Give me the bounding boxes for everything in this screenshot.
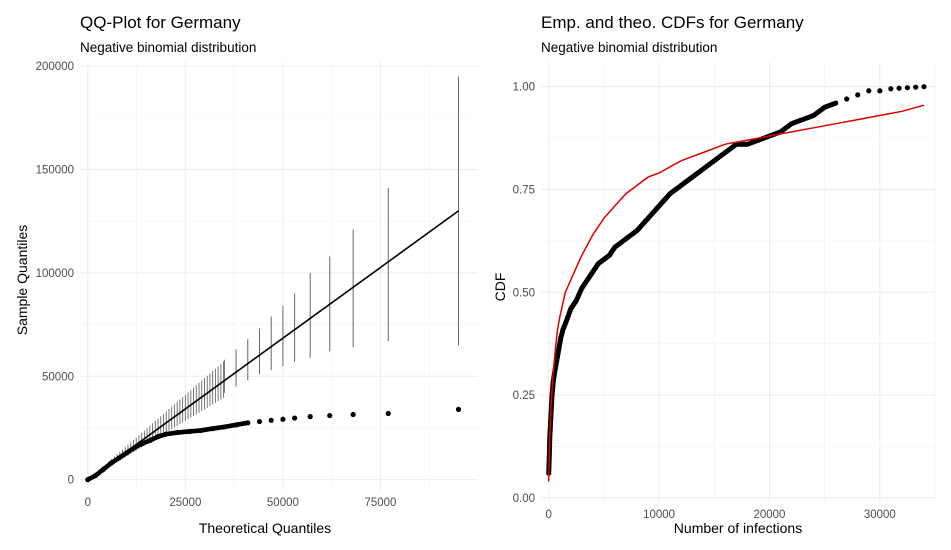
qq-plot-marks bbox=[85, 76, 462, 483]
qq-point bbox=[327, 412, 333, 419]
empirical-cdf-point bbox=[866, 88, 872, 94]
qq-point bbox=[307, 413, 313, 420]
qq-point bbox=[292, 415, 298, 421]
qq-point bbox=[268, 417, 274, 423]
qq-point bbox=[153, 435, 159, 440]
empirical-cdf-point bbox=[888, 86, 894, 92]
cdf-plot-title: Emp. and theo. CDFs for Germany bbox=[541, 13, 804, 32]
qq-point bbox=[231, 422, 237, 428]
y-tick-label: 0 bbox=[68, 475, 74, 487]
qq-point bbox=[130, 446, 136, 452]
qq-point bbox=[385, 410, 391, 417]
qq-plot-gridlines bbox=[80, 62, 478, 490]
qq-plot-title: QQ-Plot for Germany bbox=[80, 13, 241, 32]
qq-point bbox=[122, 451, 128, 457]
qq-point bbox=[256, 418, 263, 425]
empirical-cdf-point bbox=[855, 92, 861, 98]
qq-plot-x-ticks: 0 25000 50000 75000 bbox=[85, 497, 397, 509]
empirical-cdf-point bbox=[896, 85, 902, 91]
empirical-cdf-point bbox=[833, 100, 839, 106]
y-tick-label: 0.00 bbox=[513, 493, 535, 505]
qq-point bbox=[220, 424, 225, 430]
qq-point bbox=[350, 411, 356, 418]
qq-point bbox=[91, 474, 97, 479]
y-tick-label: 0.25 bbox=[513, 390, 535, 402]
qq-point bbox=[138, 442, 143, 447]
qq-point bbox=[145, 438, 151, 444]
qq-point bbox=[280, 416, 286, 422]
qq-point bbox=[208, 426, 214, 432]
cdf-plot-subtitle: Negative binomial distribution bbox=[541, 40, 717, 55]
qq-point bbox=[106, 462, 112, 468]
empirical-cdf-point bbox=[877, 88, 883, 94]
x-tick-label: 10000 bbox=[643, 509, 675, 521]
y-tick-label: 0.50 bbox=[513, 287, 535, 299]
qq-point bbox=[161, 432, 167, 438]
cdf-plot-y-axis-label: CDF bbox=[492, 273, 508, 302]
empirical-cdf-point bbox=[844, 96, 850, 102]
qq-point bbox=[114, 456, 120, 462]
x-tick-label: 25000 bbox=[169, 497, 201, 509]
qq-plot-subtitle: Negative binomial distribution bbox=[80, 40, 256, 55]
empirical-cdf-point bbox=[913, 84, 919, 90]
cdf-plot-y-ticks: 0.00 0.25 0.50 0.75 1.00 bbox=[513, 82, 535, 505]
y-tick-label: 150000 bbox=[36, 165, 74, 177]
theoretical-cdf-line bbox=[547, 104, 925, 482]
cdf-plot-panel: Emp. and theo. CDFs for Germany Negative… bbox=[492, 13, 936, 536]
qq-point bbox=[243, 420, 249, 426]
qq-plot-y-axis-label: Sample Quantiles bbox=[14, 225, 30, 336]
qq-point bbox=[184, 429, 190, 435]
qq-plot-x-axis-label: Theoretical Quantiles bbox=[199, 520, 331, 536]
cdf-plot-marks bbox=[546, 84, 927, 482]
qq-reference-line bbox=[87, 210, 459, 481]
y-tick-label: 100000 bbox=[36, 268, 74, 280]
qq-point bbox=[455, 406, 462, 412]
cdf-plot-x-ticks: 0 10000 20000 30000 bbox=[546, 509, 896, 521]
y-tick-label: 1.00 bbox=[513, 82, 535, 94]
empirical-cdf-point bbox=[904, 85, 911, 91]
x-tick-label: 0 bbox=[85, 497, 91, 509]
x-tick-label: 50000 bbox=[267, 497, 299, 509]
cdf-plot-gridlines bbox=[541, 62, 936, 502]
qq-plot-y-ticks: 0 50000 100000 150000 200000 bbox=[36, 61, 74, 487]
qq-plot-panel: QQ-Plot for Germany Negative binomial di… bbox=[14, 13, 478, 536]
x-tick-label: 30000 bbox=[864, 509, 896, 521]
cdf-plot-x-axis-label: Number of infections bbox=[674, 520, 802, 536]
y-tick-label: 0.75 bbox=[513, 184, 535, 196]
x-tick-label: 75000 bbox=[364, 497, 396, 509]
x-tick-label: 0 bbox=[546, 509, 552, 521]
qq-point bbox=[173, 430, 178, 436]
y-tick-label: 50000 bbox=[42, 371, 74, 383]
empirical-cdf-point bbox=[921, 84, 927, 90]
qq-point bbox=[99, 468, 104, 474]
x-tick-label: 20000 bbox=[753, 509, 785, 521]
y-tick-label: 200000 bbox=[36, 61, 74, 73]
qq-point bbox=[196, 428, 202, 434]
